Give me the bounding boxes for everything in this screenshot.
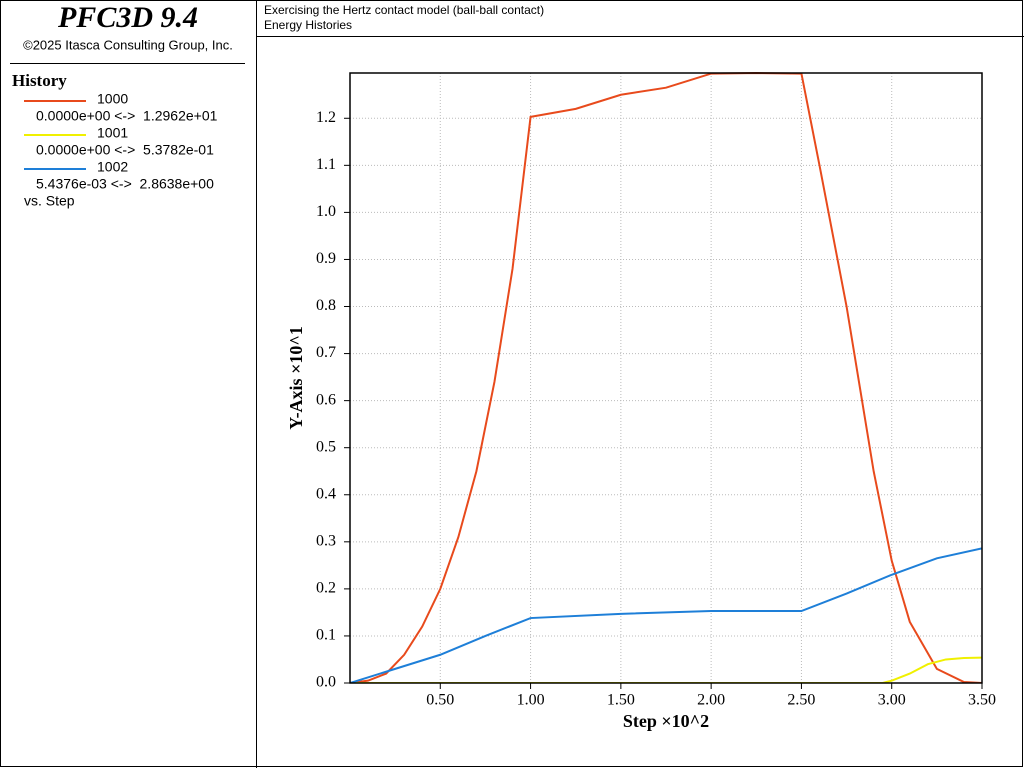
x-tick-label: 2.00 <box>697 692 725 709</box>
series-line <box>350 656 982 683</box>
legend-name: 1000 <box>97 91 128 107</box>
x-tick-label: 1.50 <box>607 692 635 709</box>
y-axis-label: Y-Axis ×10^1 <box>286 326 306 430</box>
y-tick-label: 0.1 <box>316 627 336 644</box>
y-tick-label: 0.0 <box>316 674 336 691</box>
chart-subtitle: Energy Histories <box>264 18 352 32</box>
history-title: History <box>12 71 67 90</box>
copyright: ©2025 Itasca Consulting Group, Inc. <box>23 37 233 52</box>
y-tick-label: 0.7 <box>316 344 336 361</box>
y-tick-label: 0.3 <box>316 532 336 549</box>
y-tick-label: 1.2 <box>316 109 336 126</box>
y-tick-label: 0.8 <box>316 297 336 314</box>
legend-range: 0.0000e+00 <-> 1.2962e+01 <box>36 108 218 124</box>
legend-name: 1002 <box>97 159 128 175</box>
x-tick-label: 0.50 <box>426 692 454 709</box>
chart-title: Exercising the Hertz contact model (ball… <box>264 3 544 17</box>
x-tick-label: 3.00 <box>878 692 906 709</box>
series-line <box>350 547 982 683</box>
legend-name: 1001 <box>97 125 128 141</box>
legend-range: 0.0000e+00 <-> 5.3782e-01 <box>36 142 214 158</box>
y-tick-label: 1.0 <box>316 203 336 220</box>
x-tick-label: 2.50 <box>787 692 815 709</box>
y-tick-label: 0.9 <box>316 250 336 267</box>
product-title: PFC3D 9.4 <box>57 1 198 34</box>
history-footer: vs. Step <box>24 193 75 209</box>
y-tick-label: 1.1 <box>316 156 336 173</box>
y-tick-label: 0.5 <box>316 438 336 455</box>
y-tick-label: 0.6 <box>316 391 336 408</box>
x-tick-label: 1.00 <box>517 692 545 709</box>
plot-frame <box>349 72 983 684</box>
legend-range: 5.4376e-03 <-> 2.8638e+00 <box>36 176 214 192</box>
series-line <box>350 72 982 683</box>
y-tick-label: 0.4 <box>316 485 336 502</box>
x-axis-label: Step ×10^2 <box>623 711 709 731</box>
y-tick-label: 0.2 <box>316 580 336 597</box>
x-tick-label: 3.50 <box>968 692 996 709</box>
